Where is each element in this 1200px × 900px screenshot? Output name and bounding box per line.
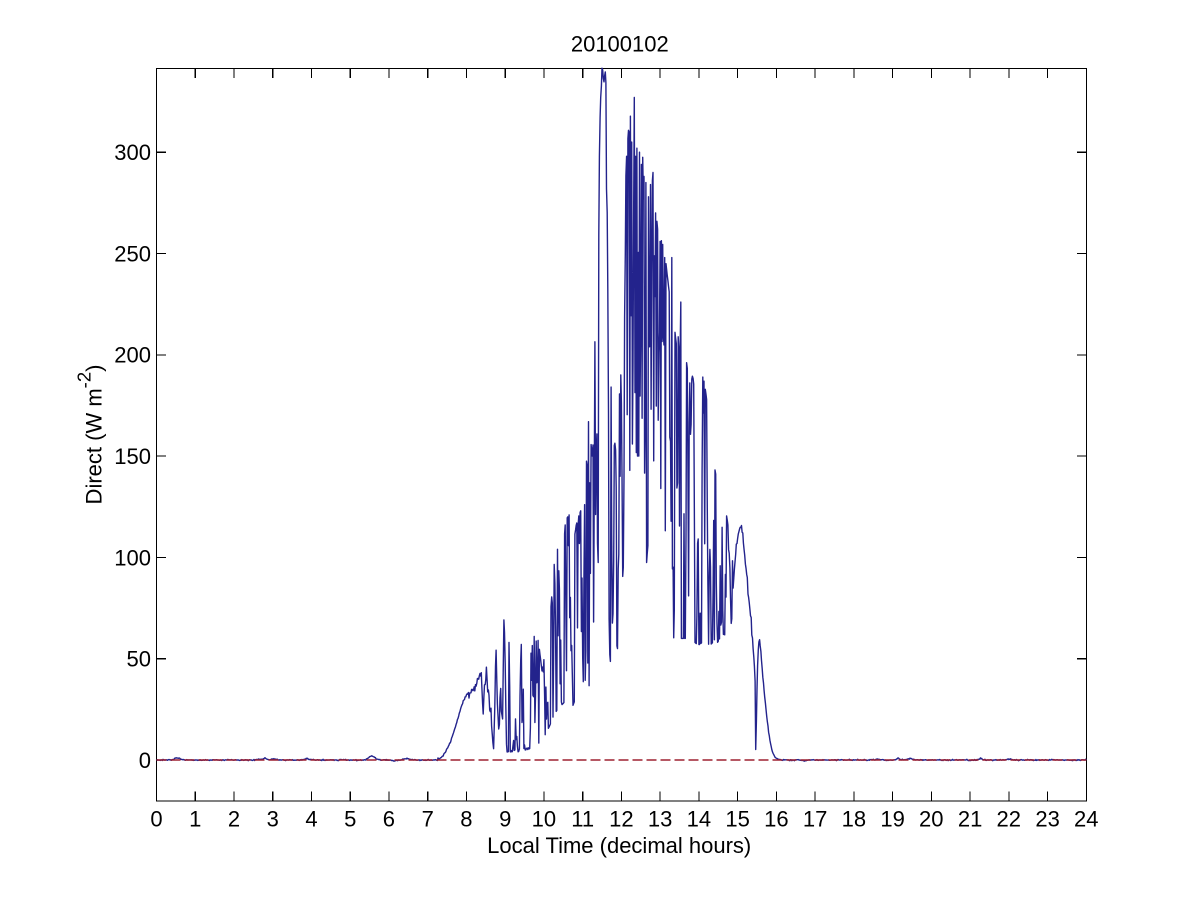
svg-text:5: 5 bbox=[344, 807, 356, 832]
svg-text:50: 50 bbox=[127, 647, 151, 672]
svg-text:10: 10 bbox=[532, 807, 556, 832]
svg-text:11: 11 bbox=[571, 807, 594, 832]
svg-text:300: 300 bbox=[114, 140, 151, 165]
svg-text:21: 21 bbox=[958, 807, 982, 832]
svg-text:20100102: 20100102 bbox=[571, 32, 669, 57]
svg-text:15: 15 bbox=[725, 807, 749, 832]
svg-text:200: 200 bbox=[114, 343, 151, 368]
svg-text:2: 2 bbox=[228, 807, 240, 832]
svg-text:8: 8 bbox=[460, 807, 472, 832]
svg-text:100: 100 bbox=[114, 545, 151, 570]
svg-text:Local Time (decimal hours): Local Time (decimal hours) bbox=[487, 833, 751, 858]
svg-text:20: 20 bbox=[919, 807, 943, 832]
svg-text:22: 22 bbox=[997, 807, 1021, 832]
svg-text:3: 3 bbox=[267, 807, 279, 832]
svg-text:13: 13 bbox=[648, 807, 672, 832]
svg-text:23: 23 bbox=[1035, 807, 1059, 832]
svg-text:4: 4 bbox=[305, 807, 317, 832]
svg-text:0: 0 bbox=[139, 748, 151, 773]
svg-text:0: 0 bbox=[150, 807, 162, 832]
svg-text:19: 19 bbox=[880, 807, 904, 832]
svg-text:24: 24 bbox=[1074, 807, 1098, 832]
svg-text:150: 150 bbox=[114, 444, 151, 469]
svg-text:17: 17 bbox=[803, 807, 827, 832]
svg-text:7: 7 bbox=[422, 807, 434, 832]
svg-text:6: 6 bbox=[383, 807, 395, 832]
svg-text:1: 1 bbox=[189, 807, 201, 832]
svg-text:14: 14 bbox=[687, 807, 711, 832]
svg-text:250: 250 bbox=[114, 241, 151, 266]
svg-text:12: 12 bbox=[609, 807, 633, 832]
svg-text:9: 9 bbox=[499, 807, 511, 832]
svg-text:18: 18 bbox=[842, 807, 866, 832]
svg-text:16: 16 bbox=[764, 807, 788, 832]
